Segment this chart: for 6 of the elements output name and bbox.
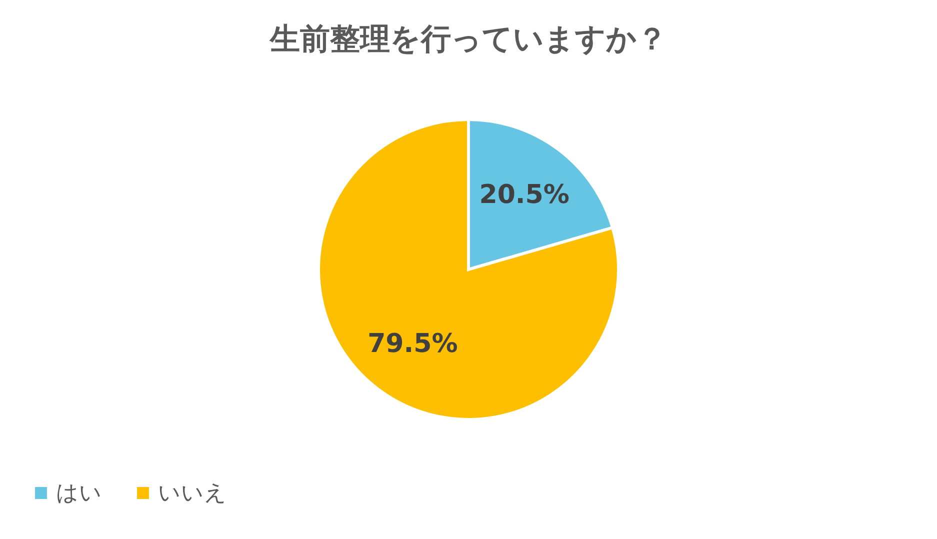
data-label: 20.5% (479, 180, 570, 210)
pie-slice (317, 118, 620, 421)
chart-title: 生前整理を行っていますか？ (269, 22, 667, 57)
legend-label: いいえ (158, 481, 227, 506)
data-label: 79.5% (368, 328, 458, 359)
legend-label: はい (56, 481, 102, 506)
